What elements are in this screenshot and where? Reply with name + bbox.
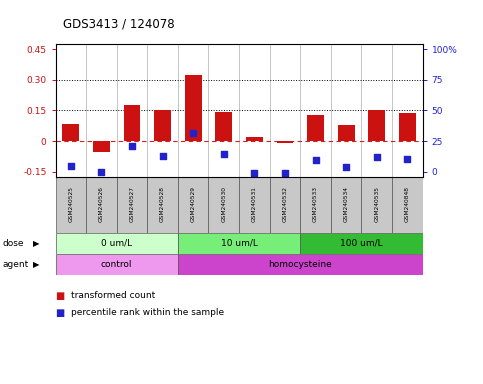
Bar — [62, 124, 79, 141]
Bar — [56, 177, 86, 233]
Bar — [147, 177, 178, 233]
Bar — [178, 253, 423, 275]
Text: percentile rank within the sample: percentile rank within the sample — [71, 308, 225, 318]
Bar — [209, 177, 239, 233]
Bar — [277, 141, 293, 143]
Text: GSM240530: GSM240530 — [221, 185, 227, 222]
Bar — [307, 114, 324, 141]
Point — [373, 154, 381, 161]
Bar — [215, 111, 232, 141]
Point — [159, 153, 167, 159]
Point — [128, 143, 136, 149]
Text: dose: dose — [2, 238, 24, 248]
Text: GSM240532: GSM240532 — [283, 185, 287, 222]
Text: 100 um/L: 100 um/L — [340, 238, 383, 248]
Bar — [154, 111, 171, 141]
Text: ▶: ▶ — [33, 260, 39, 268]
Point — [189, 130, 197, 136]
Bar — [338, 125, 355, 141]
Bar — [331, 177, 361, 233]
Text: control: control — [101, 260, 132, 268]
Text: ■: ■ — [56, 291, 65, 301]
Text: transformed count: transformed count — [71, 291, 156, 300]
Bar — [178, 233, 300, 253]
Point — [251, 170, 258, 176]
Bar — [117, 177, 147, 233]
Point — [220, 151, 227, 157]
Text: GSM240534: GSM240534 — [343, 185, 349, 222]
Text: agent: agent — [2, 260, 28, 268]
Text: ■: ■ — [56, 308, 65, 318]
Point — [281, 170, 289, 176]
Text: GSM240525: GSM240525 — [68, 185, 73, 222]
Point — [67, 162, 75, 169]
Point — [312, 157, 319, 164]
Bar — [300, 177, 331, 233]
Text: 0 um/L: 0 um/L — [101, 238, 132, 248]
Point — [342, 164, 350, 170]
Bar — [392, 177, 423, 233]
Text: GSM240848: GSM240848 — [405, 185, 410, 222]
Bar — [246, 137, 263, 141]
Bar — [56, 233, 178, 253]
Text: GSM240527: GSM240527 — [129, 185, 135, 222]
Bar — [86, 177, 117, 233]
Bar — [178, 177, 209, 233]
Bar — [399, 113, 416, 141]
Text: 10 um/L: 10 um/L — [221, 238, 257, 248]
Bar — [270, 177, 300, 233]
Text: GSM240531: GSM240531 — [252, 186, 257, 222]
Bar — [239, 177, 270, 233]
Point — [403, 156, 411, 162]
Bar — [93, 141, 110, 152]
Text: homocysteine: homocysteine — [269, 260, 332, 268]
Bar — [369, 111, 385, 141]
Text: GSM240528: GSM240528 — [160, 185, 165, 222]
Text: GSM240533: GSM240533 — [313, 185, 318, 222]
Text: GDS3413 / 124078: GDS3413 / 124078 — [63, 18, 174, 31]
Bar — [185, 75, 201, 141]
Bar — [124, 105, 141, 141]
Text: GSM240535: GSM240535 — [374, 185, 379, 222]
Point — [98, 169, 105, 175]
Text: ▶: ▶ — [33, 238, 39, 248]
Text: GSM240526: GSM240526 — [99, 186, 104, 222]
Bar — [300, 233, 423, 253]
Bar — [56, 253, 178, 275]
Text: GSM240529: GSM240529 — [191, 185, 196, 222]
Bar — [361, 177, 392, 233]
